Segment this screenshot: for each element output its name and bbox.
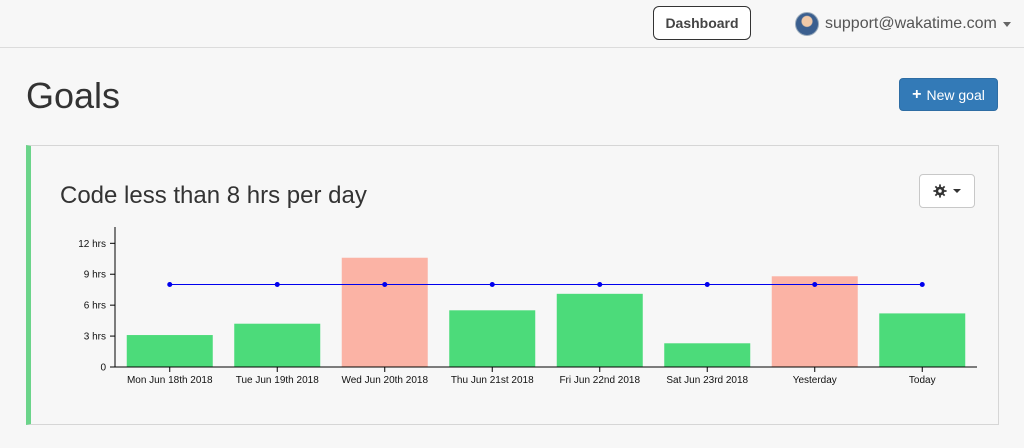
target-point bbox=[489, 282, 495, 288]
y-tick-label: 3 hrs bbox=[84, 332, 106, 343]
target-point bbox=[167, 282, 173, 288]
y-tick-label: 6 hrs bbox=[84, 301, 106, 312]
target-point bbox=[382, 282, 388, 288]
x-tick-label: Tue Jun 19th 2018 bbox=[236, 375, 319, 386]
dashboard-button[interactable]: Dashboard bbox=[653, 6, 751, 40]
x-tick-label: Wed Jun 20th 2018 bbox=[341, 375, 428, 386]
chart-bar bbox=[341, 257, 428, 367]
new-goal-button[interactable]: + New goal bbox=[899, 78, 998, 111]
target-point bbox=[597, 282, 603, 288]
x-tick-label: Mon Jun 18th 2018 bbox=[127, 375, 213, 386]
goal-panel: Code less than 8 hrs per day 0 3 hrs 6 hrs… bbox=[26, 145, 999, 425]
chart-bar bbox=[556, 293, 643, 367]
x-tick-label: Sat Jun 23rd 2018 bbox=[666, 375, 748, 386]
x-tick-label: Yesterday bbox=[793, 375, 837, 386]
new-goal-label: New goal bbox=[926, 86, 985, 103]
gear-icon bbox=[933, 184, 947, 198]
chevron-down-icon bbox=[953, 189, 961, 193]
goal-settings-button[interactable] bbox=[919, 174, 975, 208]
chart-bar bbox=[664, 343, 751, 367]
goal-chart: 0 3 hrs 6 hrs 9 hrs 12 hrs Mon Jun 18th 2018 T… bbox=[78, 227, 977, 386]
chevron-down-icon bbox=[1002, 21, 1011, 27]
target-point bbox=[274, 282, 280, 288]
x-tick-label: Today bbox=[909, 375, 936, 386]
x-tick-label: Thu Jun 21st 2018 bbox=[451, 375, 534, 386]
top-navbar: Dashboard support@wakatime.com bbox=[0, 0, 1024, 48]
user-menu[interactable]: support@wakatime.com bbox=[795, 11, 1011, 37]
y-tick-label: 0 bbox=[100, 363, 106, 374]
chart-bar bbox=[449, 310, 536, 367]
y-tick-label: 12 hrs bbox=[78, 239, 106, 250]
y-tick-label: 9 hrs bbox=[84, 270, 106, 281]
x-tick-label: Fri Jun 22nd 2018 bbox=[559, 375, 640, 386]
target-point bbox=[704, 282, 710, 288]
plus-icon: + bbox=[912, 85, 922, 103]
target-point bbox=[919, 282, 925, 288]
chart-bar bbox=[234, 323, 321, 367]
goal-title: Code less than 8 hrs per day bbox=[60, 182, 367, 209]
chart-bar bbox=[771, 276, 858, 367]
chart-bar bbox=[126, 335, 213, 367]
target-point bbox=[812, 282, 818, 288]
page-title: Goals bbox=[26, 75, 121, 116]
user-email: support@wakatime.com bbox=[825, 15, 997, 32]
chart-bar bbox=[879, 313, 966, 367]
avatar bbox=[795, 12, 819, 36]
